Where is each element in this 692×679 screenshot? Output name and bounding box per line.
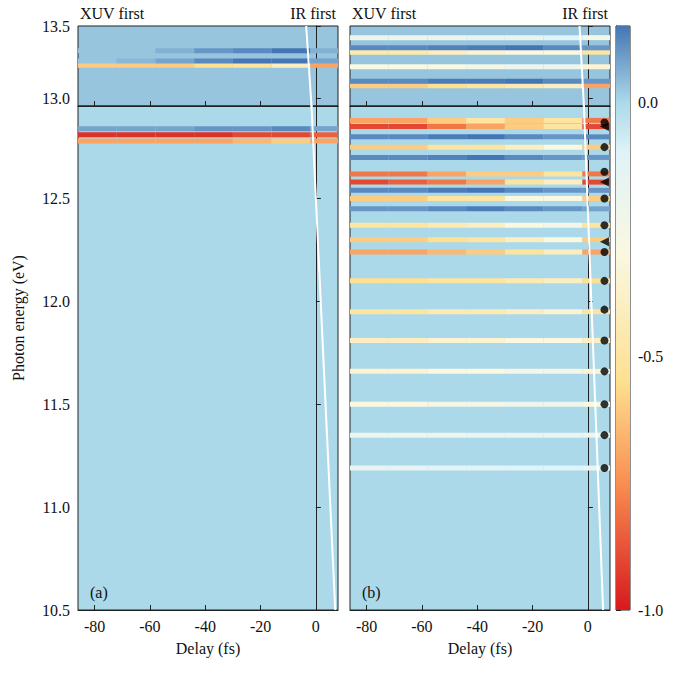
svg-text:-1.0: -1.0 — [638, 602, 663, 619]
svg-text:13.0: 13.0 — [42, 90, 70, 107]
svg-text:10.5: 10.5 — [42, 602, 70, 619]
svg-text:-60: -60 — [411, 618, 432, 635]
svg-text:Delay (fs): Delay (fs) — [176, 640, 240, 658]
svg-text:Photon energy (eV): Photon energy (eV) — [10, 255, 28, 381]
svg-text:-20: -20 — [250, 618, 271, 635]
svg-text:-80: -80 — [356, 618, 377, 635]
svg-text:11.0: 11.0 — [43, 499, 70, 516]
svg-text:IR first: IR first — [562, 5, 608, 22]
svg-text:IR first: IR first — [290, 5, 336, 22]
svg-text:Delay (fs): Delay (fs) — [448, 640, 512, 658]
svg-text:(a): (a) — [90, 584, 108, 602]
svg-text:12.0: 12.0 — [42, 293, 70, 310]
svg-text:-60: -60 — [139, 618, 160, 635]
svg-text:-80: -80 — [84, 618, 105, 635]
svg-text:12.5: 12.5 — [42, 190, 70, 207]
svg-text:XUV first: XUV first — [352, 5, 417, 22]
svg-text:0: 0 — [312, 618, 320, 635]
svg-text:-40: -40 — [467, 618, 488, 635]
svg-text:-0.5: -0.5 — [638, 348, 663, 365]
svg-text:0.0: 0.0 — [638, 94, 658, 111]
svg-text:XUV first: XUV first — [80, 5, 145, 22]
svg-text:(b): (b) — [362, 584, 381, 602]
svg-text:-20: -20 — [522, 618, 543, 635]
svg-text:13.5: 13.5 — [42, 18, 70, 35]
svg-text:-40: -40 — [195, 618, 216, 635]
svg-text:11.5: 11.5 — [43, 396, 70, 413]
svg-text:0: 0 — [584, 618, 592, 635]
